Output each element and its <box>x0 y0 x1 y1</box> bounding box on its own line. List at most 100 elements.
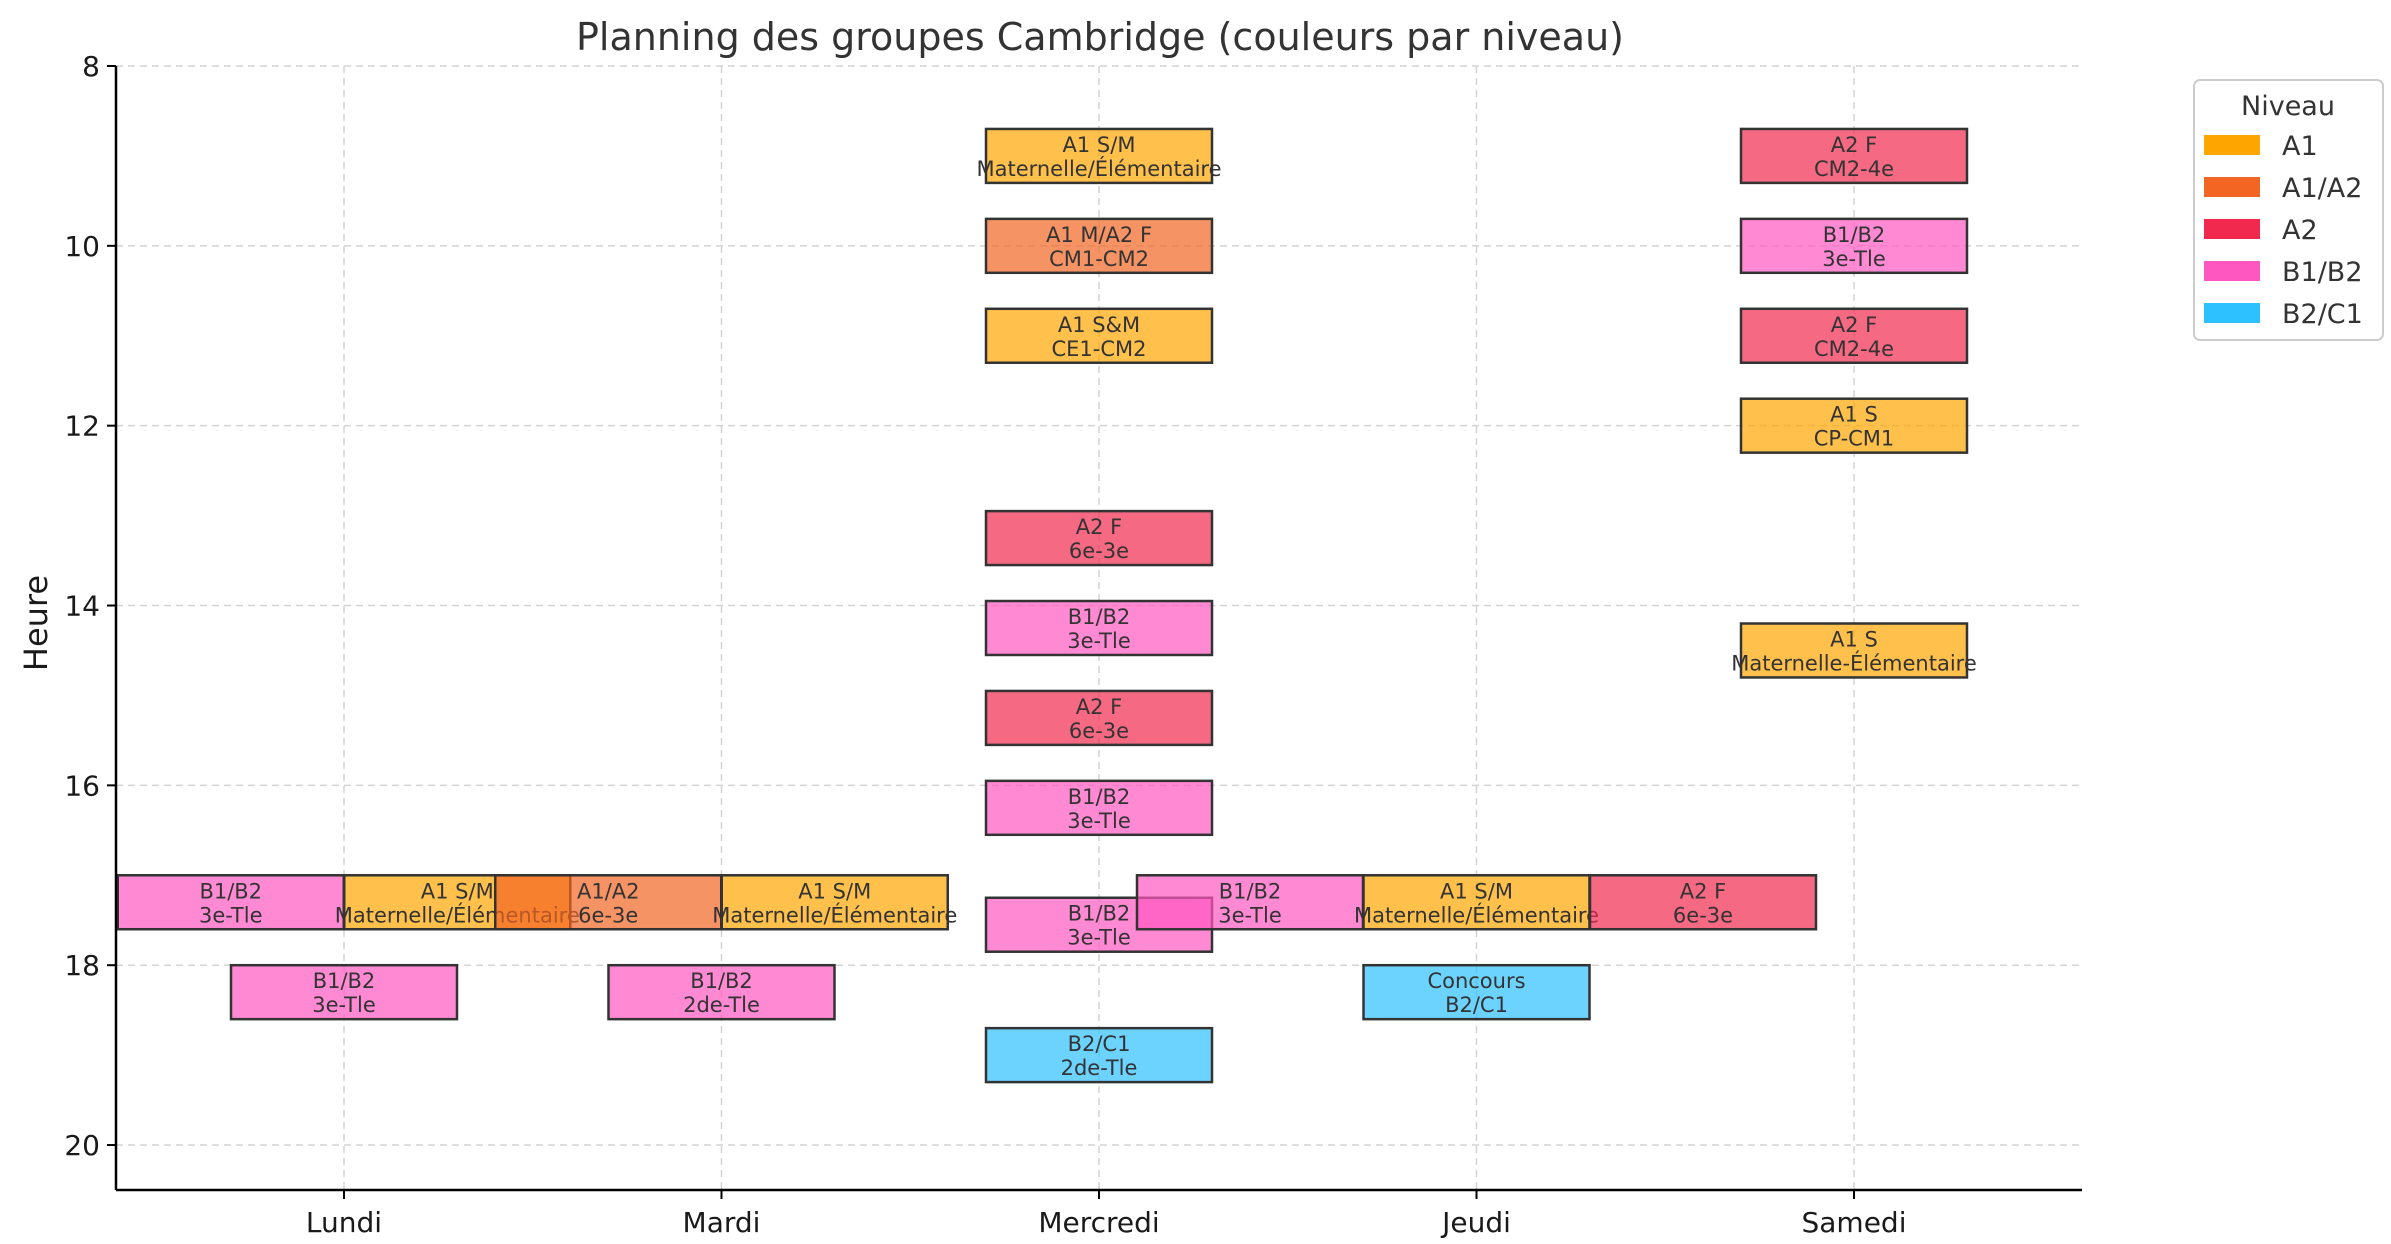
block-label-level: A1 S/M <box>421 879 494 903</box>
block-label-level: A1 M/A2 F <box>1046 223 1152 247</box>
block-bar <box>1362 963 1591 1021</box>
block-bar <box>1362 874 1591 931</box>
y-tick-label: 14 <box>64 590 100 623</box>
block-label-level: A2 F <box>1076 695 1122 719</box>
schedule-block: A1 SCP-CM1 <box>1739 397 1969 454</box>
block-label-group: 3e-Tle <box>1067 809 1131 833</box>
y-tick-label: 12 <box>64 410 100 443</box>
legend-label: B1/B2 <box>2282 257 2363 288</box>
block-label-level: A2 F <box>1680 879 1726 903</box>
block-label-level: B1/B2 <box>1219 879 1282 903</box>
block-label-level: B1/B2 <box>1068 902 1131 926</box>
x-tick-label: Jeudi <box>1440 1206 1511 1239</box>
block-label-group: 6e-3e <box>1069 719 1129 743</box>
block-bar <box>984 509 1214 567</box>
chart-title: Planning des groupes Cambridge (couleurs… <box>576 15 1624 59</box>
block-bar <box>229 963 459 1021</box>
block-bar <box>1588 874 1818 931</box>
block-label-level: A2 F <box>1831 133 1877 157</box>
block-bar <box>720 874 949 931</box>
y-tick-label: 20 <box>64 1129 100 1162</box>
legend-entry: B1/B2 <box>2204 257 2363 288</box>
x-tick-label: Mercredi <box>1038 1206 1159 1239</box>
schedule-block: A2 F6e-3e <box>1588 874 1818 931</box>
legend-label: A2 <box>2282 215 2318 246</box>
block-label-group: Maternelle/Élémentaire <box>976 156 1221 181</box>
tick-labels: 8 10 12 14 16 18 20 Lundi Mardi Mercredi Jeudi Same… <box>64 50 1906 1239</box>
legend-entry: A1/A2 <box>2204 173 2362 204</box>
block-bar <box>984 599 1214 657</box>
block-label-group: B2/C1 <box>1445 993 1508 1017</box>
block-label-group: Maternelle-Élémentaire <box>1731 650 1977 675</box>
block-label-group: 3e-Tle <box>1822 247 1886 271</box>
block-label-group: CE1-CM2 <box>1051 337 1146 361</box>
block-bar <box>984 779 1214 837</box>
legend: Niveau A1 A1/A2 A2 B1/B2 B2/C1 <box>2193 79 2384 341</box>
legend-swatch <box>2204 261 2260 281</box>
block-label-group: 3e-Tle <box>199 903 263 927</box>
block-label-level: A1/A2 <box>577 879 640 903</box>
block-label-group: 6e-3e <box>1673 903 1733 927</box>
block-bar <box>1739 127 1969 185</box>
legend-entry: A2 <box>2204 215 2318 246</box>
block-label-level: B1/B2 <box>1068 785 1131 809</box>
block-label-group: CM2-4e <box>1814 337 1894 361</box>
y-tick-label: 18 <box>64 949 100 982</box>
y-tick-label: 16 <box>64 769 100 802</box>
block-label-level: B1/B2 <box>1823 223 1886 247</box>
block-label-level: B2/C1 <box>1068 1032 1131 1056</box>
y-axis-title: Heure <box>17 575 55 671</box>
block-label-group: 2de-Tle <box>1061 1056 1138 1080</box>
block-label-group: 3e-Tle <box>312 993 376 1017</box>
block-label-group: 6e-3e <box>578 903 638 927</box>
block-label-level: B1/B2 <box>1068 605 1131 629</box>
block-label-group: 3e-Tle <box>1218 903 1282 927</box>
block-label-group: CM2-4e <box>1814 157 1894 181</box>
x-tick-label: Mardi <box>683 1206 761 1239</box>
block-label-level: A1 S/M <box>798 879 871 903</box>
legend-swatch <box>2204 177 2260 197</box>
block-label-group: 3e-Tle <box>1067 926 1131 950</box>
block-label-group: Maternelle/Élémentaire <box>1354 902 1599 927</box>
block-bar <box>984 127 1214 185</box>
y-tick-label: 10 <box>64 230 100 263</box>
block-label-level: A1 S/M <box>1063 133 1136 157</box>
block-bar <box>984 689 1214 747</box>
block-label-level: B1/B2 <box>313 969 376 993</box>
block-label-level: A1 S <box>1830 403 1878 427</box>
schedule-block: A2 F6e-3e <box>984 509 1214 567</box>
block-label-level: B1/B2 <box>199 879 262 903</box>
legend-title: Niveau <box>2241 91 2335 122</box>
block-label-level: A1 S/M <box>1440 879 1513 903</box>
block-label-level: A1 S&M <box>1058 313 1140 337</box>
block-label-group: 2de-Tle <box>683 993 760 1017</box>
block-bar <box>1739 622 1969 679</box>
block-bar <box>607 963 836 1021</box>
block-label-group: CP-CM1 <box>1814 427 1895 451</box>
block-label-group: Maternelle/Élémentaire <box>712 902 957 927</box>
block-bar <box>984 1026 1214 1084</box>
y-tick-label: 8 <box>82 50 100 83</box>
block-label-level: A2 F <box>1076 515 1122 539</box>
x-tick-label: Samedi <box>1802 1206 1907 1239</box>
legend-label: B2/C1 <box>2282 299 2363 330</box>
block-label-level: A2 F <box>1831 313 1877 337</box>
